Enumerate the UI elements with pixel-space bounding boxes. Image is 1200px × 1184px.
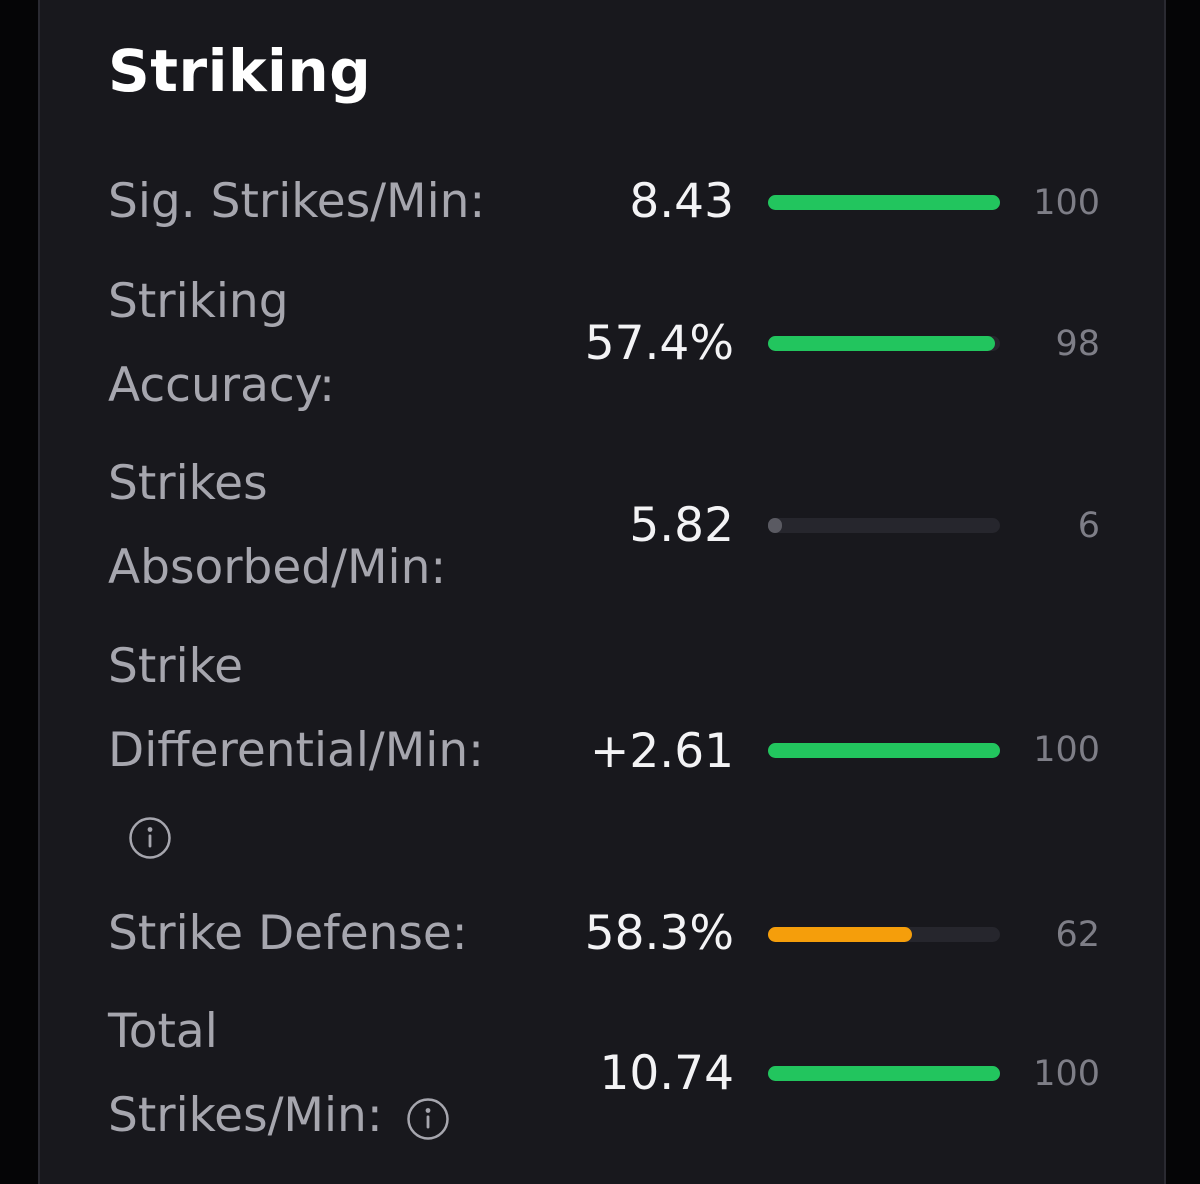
stat-value: +2.61 [589, 724, 734, 779]
percentile-bar [768, 518, 1000, 533]
percentile-bar-fill [768, 1066, 1000, 1081]
percentile-bar [768, 195, 1000, 210]
percentile-rank: 6 [1077, 506, 1100, 546]
section-title: Striking [108, 37, 372, 105]
info-icon[interactable] [128, 816, 172, 860]
stat-label-line: Accuracy: [108, 358, 335, 413]
info-icon[interactable] [406, 1097, 450, 1141]
stat-label: Strikes Absorbed/Min: [108, 442, 446, 610]
stat-row-sig-strikes-per-min: Sig. Strikes/Min: 8.43 100 [40, 160, 1168, 244]
stat-label-line: Strike [108, 639, 244, 694]
percentile-rank: 100 [1033, 730, 1100, 770]
percentile-bar-fill [768, 195, 1000, 210]
stat-label-line: Total [108, 1004, 218, 1059]
stat-row-strike-differential-per-min: Strike Differential/Min: +2.61 100 [40, 625, 1168, 875]
percentile-rank: 62 [1055, 915, 1100, 955]
stat-value: 57.4% [584, 316, 734, 371]
percentile-rank: 100 [1033, 1054, 1100, 1094]
percentile-bar-fill [768, 336, 996, 351]
stat-label: Striking Accuracy: [108, 260, 335, 428]
percentile-rank: 100 [1033, 183, 1100, 223]
striking-stats-card: Striking Sig. Strikes/Min: 8.43 100 Stri… [38, 0, 1166, 1184]
stat-row-striking-accuracy: Striking Accuracy: 57.4% 98 [40, 260, 1168, 426]
stat-label-line: Striking [108, 274, 289, 329]
stat-row-total-strikes-per-min: Total Strikes/Min: 10.74 100 [40, 990, 1168, 1156]
stat-label: Strike Defense: [108, 892, 468, 976]
percentile-rank: 98 [1055, 324, 1100, 364]
percentile-bar [768, 927, 1000, 942]
percentile-bar [768, 1066, 1000, 1081]
stat-label-line: Sig. Strikes/Min: [108, 174, 486, 229]
stat-label: Strike Differential/Min: [108, 625, 484, 877]
percentile-bar-fill [768, 518, 782, 533]
stat-label: Sig. Strikes/Min: [108, 160, 485, 244]
stat-label-line: Strike Defense: [108, 906, 468, 961]
stat-label-line: Absorbed/Min: [108, 540, 447, 595]
stat-row-strikes-absorbed-per-min: Strikes Absorbed/Min: 5.82 6 [40, 442, 1168, 608]
stat-label-line: Differential/Min: [108, 723, 484, 778]
stat-label: Total Strikes/Min: [108, 990, 450, 1158]
stat-label-line: Strikes [108, 456, 268, 511]
percentile-bar-fill [768, 743, 1000, 758]
stat-value: 5.82 [629, 498, 734, 553]
percentile-bar-fill [768, 927, 912, 942]
percentile-bar [768, 336, 1000, 351]
stat-value: 8.43 [629, 174, 734, 229]
stat-label-line: Strikes/Min: [108, 1088, 383, 1143]
stat-value: 10.74 [599, 1046, 734, 1101]
stat-row-strike-defense: Strike Defense: 58.3% 62 [40, 892, 1168, 976]
percentile-bar [768, 743, 1000, 758]
stat-value: 58.3% [584, 906, 734, 961]
